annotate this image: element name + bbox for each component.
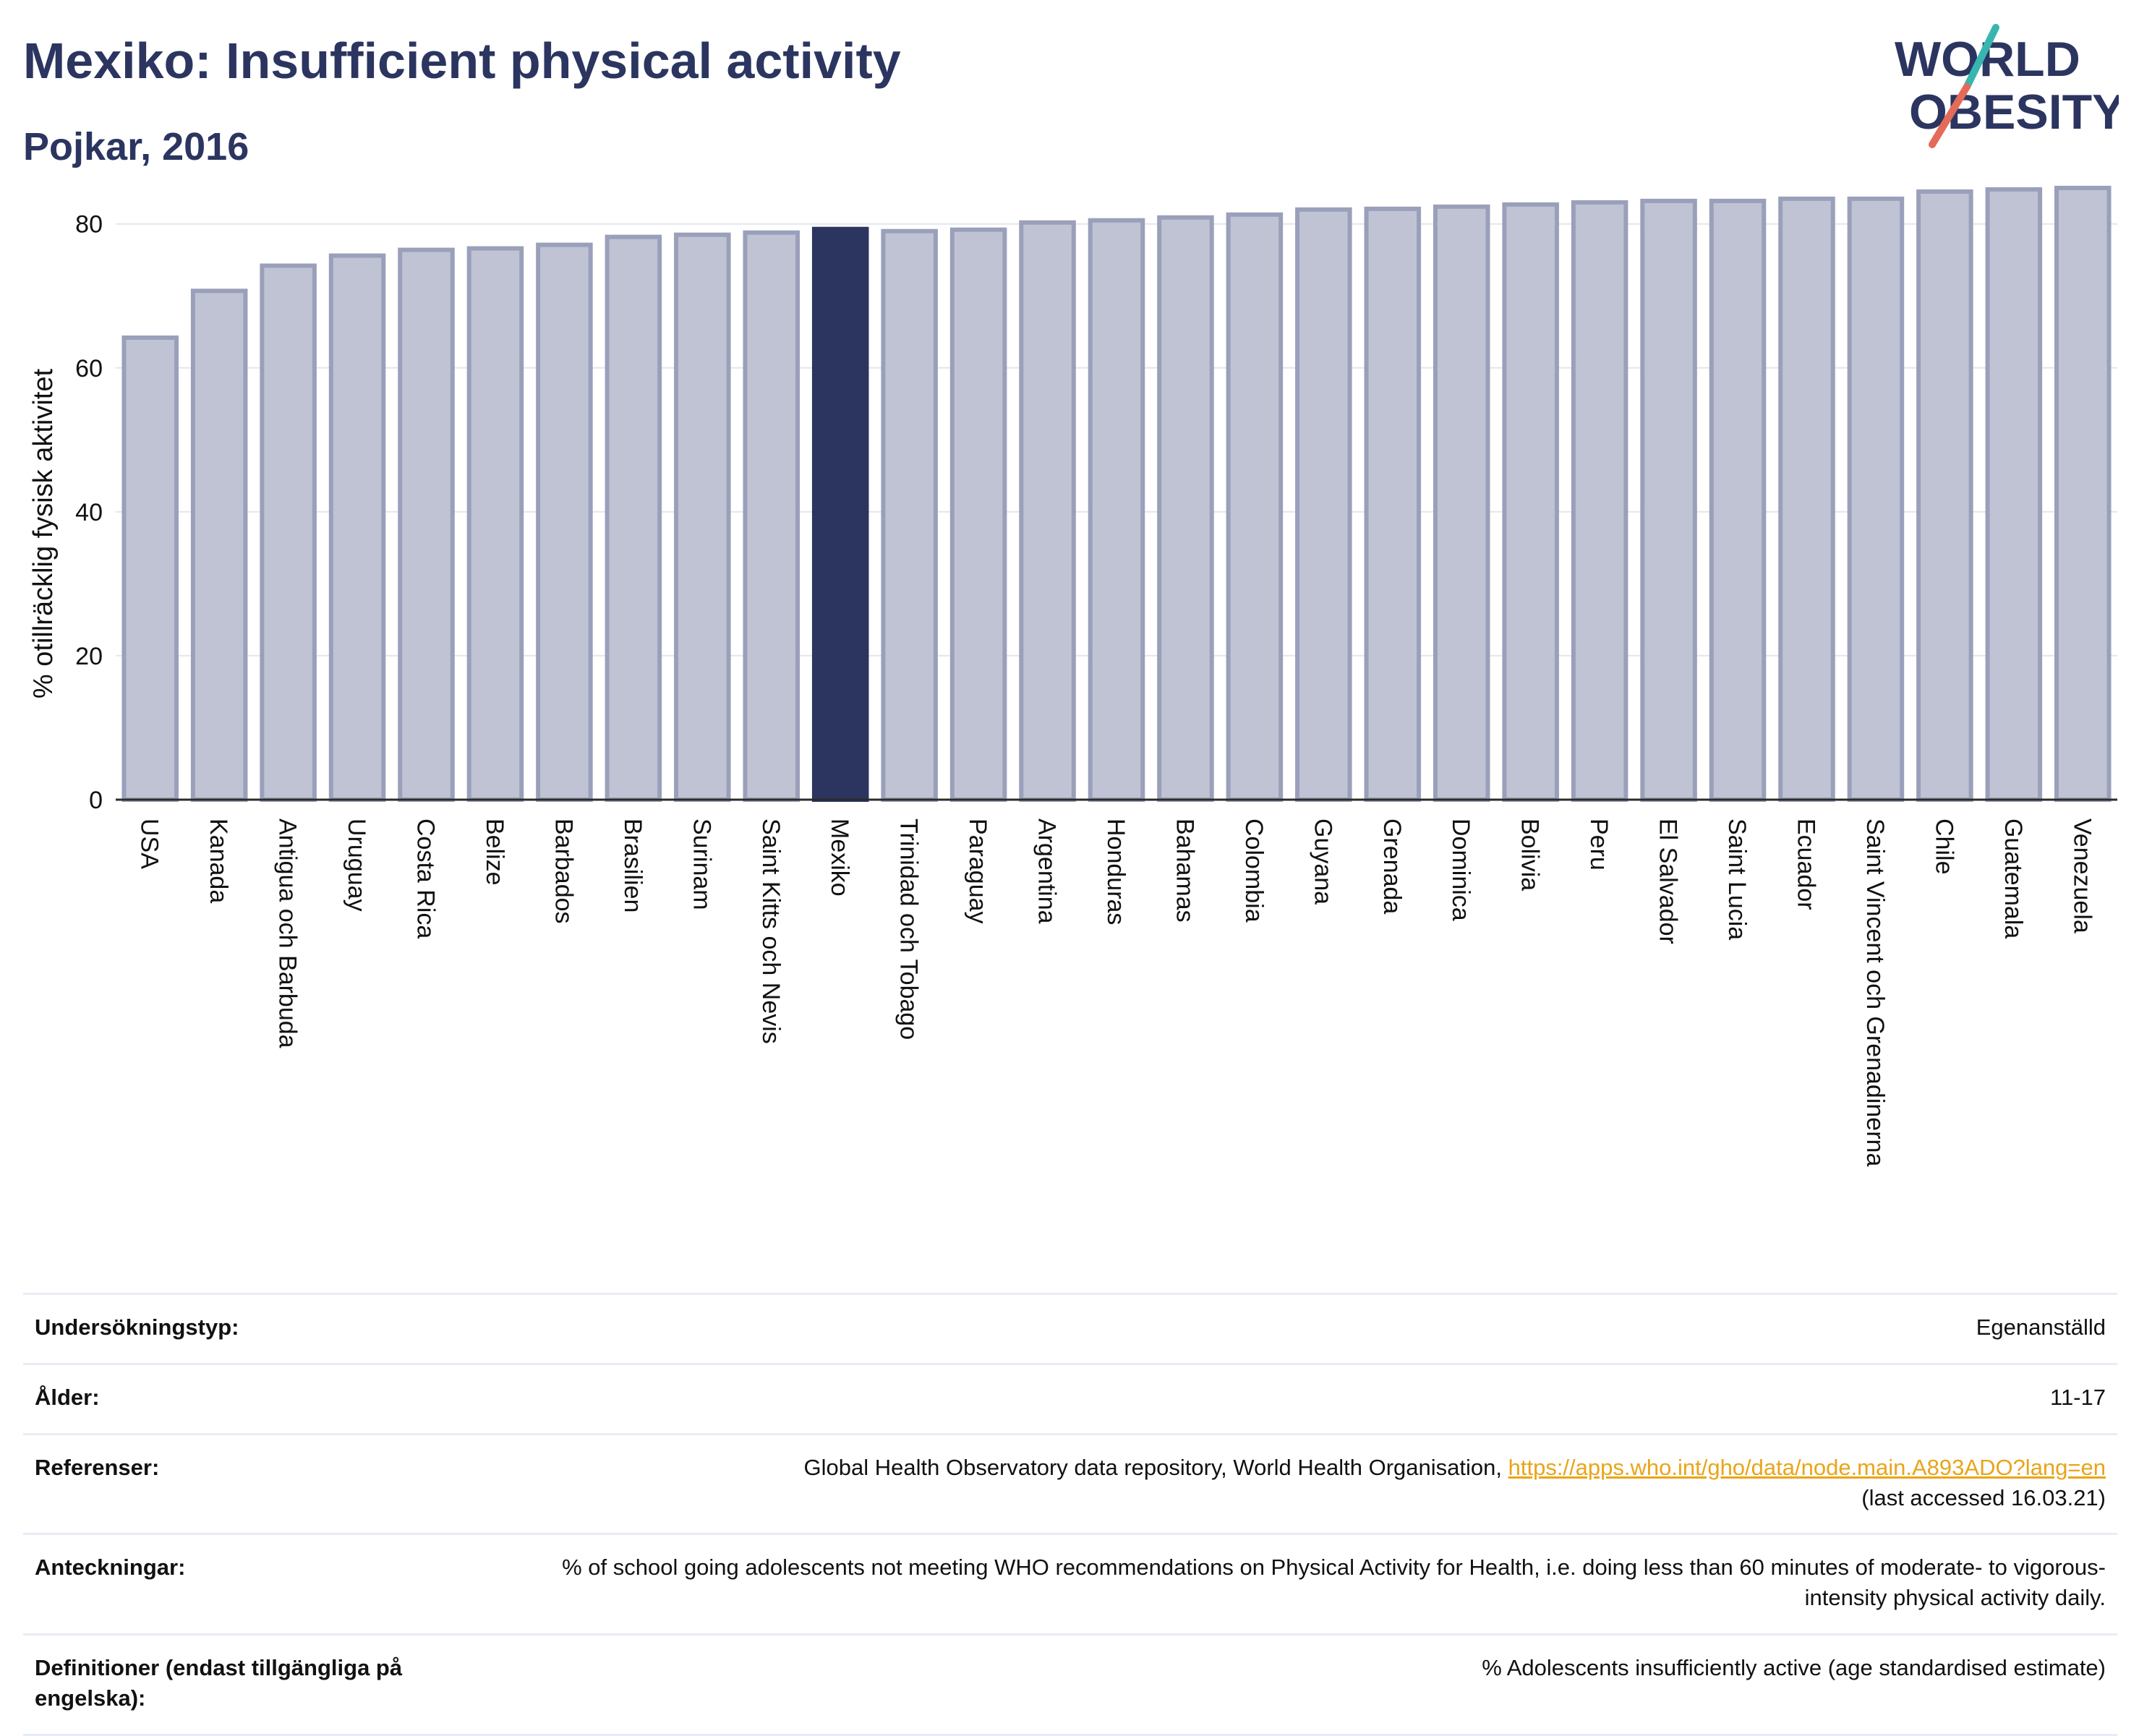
bar-antigua-och-barbuda[interactable]: [260, 263, 317, 802]
y-tick-label: 60: [75, 355, 103, 382]
info-value: % Adolescents insufficiently active (age…: [509, 1633, 2117, 1736]
x-tick-label: Costa Rica: [412, 818, 440, 938]
y-tick-labels: 0 20 40 60 80: [75, 211, 103, 814]
x-tick-label: Kanada: [205, 818, 232, 903]
x-tick-label: Bolivia: [1516, 818, 1544, 891]
bar-guyana[interactable]: [1295, 207, 1352, 802]
x-tick-label: Argentina: [1033, 818, 1061, 924]
x-tick-label: Uruguay: [343, 818, 370, 912]
bar-venezuela[interactable]: [2054, 185, 2112, 802]
y-tick-label: 0: [89, 787, 103, 814]
bar-costa-rica[interactable]: [398, 247, 455, 803]
info-key: Ålder:: [23, 1362, 509, 1434]
info-table: Undersökningstyp: Egenanställd Ålder: 11…: [23, 1293, 2117, 1736]
bar-saint-lucia[interactable]: [1709, 198, 1767, 803]
x-tick-label: Trinidad och Tobago: [895, 818, 923, 1040]
bar-guatemala[interactable]: [1985, 187, 2043, 802]
x-tick-label: Grenada: [1378, 818, 1406, 914]
bars: [121, 185, 2112, 803]
bar-mexiko[interactable]: [811, 226, 869, 803]
chart-subtitle: Pojkar, 2016: [23, 125, 249, 168]
reference-accessed: (last accessed 16.03.21): [1861, 1484, 2106, 1510]
info-key: Anteckningar:: [23, 1533, 509, 1635]
x-tick-label: Belize: [481, 818, 508, 886]
bar-colombia[interactable]: [1226, 212, 1284, 803]
x-tick-label: Ecuador: [1792, 818, 1819, 910]
bar-saint-vincent-och-grenadinerna[interactable]: [1847, 196, 1905, 802]
bar-honduras[interactable]: [1088, 218, 1145, 802]
bar-trinidad-och-tobago[interactable]: [881, 228, 938, 802]
x-tick-label: Peru: [1585, 818, 1613, 871]
bar-surinam[interactable]: [674, 232, 731, 802]
x-tick-label: Saint Lucia: [1723, 818, 1751, 940]
chart-title: Mexiko: Insufficient physical activity: [23, 33, 901, 89]
x-tick-label: Saint Vincent och Grenadinerna: [1861, 818, 1889, 1166]
x-tick-label: Dominica: [1447, 818, 1474, 921]
bar-chile[interactable]: [1916, 189, 1973, 802]
x-tick-label: Brasilien: [619, 818, 646, 912]
bar-usa[interactable]: [121, 335, 179, 803]
bar-argentina[interactable]: [1019, 220, 1076, 802]
bar-uruguay[interactable]: [328, 253, 386, 802]
bar-chart: 0 20 40 60 80 USA Kanada Antigua och Barbuda Ur…: [28, 185, 2117, 1166]
x-tick-label: Antigua och Barbuda: [274, 818, 302, 1048]
x-tick-label: Saint Kitts och Nevis: [757, 818, 785, 1044]
info-row-definitions: Definitioner (endast tillgängliga på eng…: [23, 1633, 2117, 1736]
x-tick-label: Chile: [1930, 818, 1957, 874]
bar-bahamas[interactable]: [1157, 215, 1214, 802]
reference-link[interactable]: https://apps.who.int/gho/data/node.main.…: [1508, 1454, 2106, 1480]
info-row-survey-type: Undersökningstyp: Egenanställd: [23, 1293, 2117, 1364]
bar-dominica[interactable]: [1433, 204, 1490, 802]
info-key: Definitioner (endast tillgängliga på eng…: [23, 1633, 509, 1736]
bar-brasilien[interactable]: [605, 234, 662, 802]
y-tick-label: 80: [75, 211, 103, 239]
x-tick-label: Guatemala: [1999, 818, 2027, 938]
bar-paraguay[interactable]: [949, 227, 1007, 802]
bar-ecuador[interactable]: [1778, 196, 1835, 802]
x-tick-label: Barbados: [550, 818, 577, 924]
info-value: 11-17: [509, 1362, 2117, 1434]
x-tick-label: Surinam: [688, 818, 715, 910]
x-tick-label: El Salvador: [1655, 818, 1682, 944]
bar-el-salvador[interactable]: [1640, 198, 1697, 803]
info-row-notes: Anteckningar: % of school going adolesce…: [23, 1533, 2117, 1635]
info-value: Egenanställd: [509, 1293, 2117, 1364]
reference-text: Global Health Observatory data repositor…: [803, 1454, 1508, 1480]
info-value: % of school going adolescents not meetin…: [509, 1533, 2117, 1635]
x-tick-label: Bahamas: [1171, 818, 1198, 923]
y-tick-label: 20: [75, 643, 103, 670]
bar-kanada[interactable]: [190, 288, 248, 802]
info-key: Undersökningstyp:: [23, 1293, 509, 1364]
x-tick-label: Paraguay: [964, 818, 991, 924]
x-tick-label: Venezuela: [2068, 818, 2096, 933]
bar-belize[interactable]: [466, 246, 524, 802]
x-tick-label: Guyana: [1309, 818, 1336, 905]
bar-bolivia[interactable]: [1502, 202, 1559, 802]
x-tick-label: Mexiko: [826, 818, 853, 897]
info-row-references: Referenser: Global Health Observatory da…: [23, 1432, 2117, 1534]
x-tick-label: Colombia: [1240, 818, 1268, 923]
y-tick-label: 40: [75, 499, 103, 526]
bar-peru[interactable]: [1571, 200, 1628, 802]
info-row-age: Ålder: 11-17: [23, 1362, 2117, 1434]
bar-grenada[interactable]: [1364, 206, 1422, 802]
info-key: Referenser:: [23, 1432, 509, 1534]
world-obesity-logo: WORLD OBESITY: [1895, 24, 2119, 148]
x-tick-label: Honduras: [1102, 818, 1130, 925]
y-axis-label: % otillräcklig fysisk aktivitet: [28, 369, 59, 699]
bar-barbados[interactable]: [536, 242, 593, 802]
x-tick-labels: USA Kanada Antigua och Barbuda Uruguay Costa…: [136, 818, 2096, 1166]
bar-saint-kitts-och-nevis[interactable]: [743, 230, 800, 803]
x-tick-label: USA: [136, 818, 163, 869]
